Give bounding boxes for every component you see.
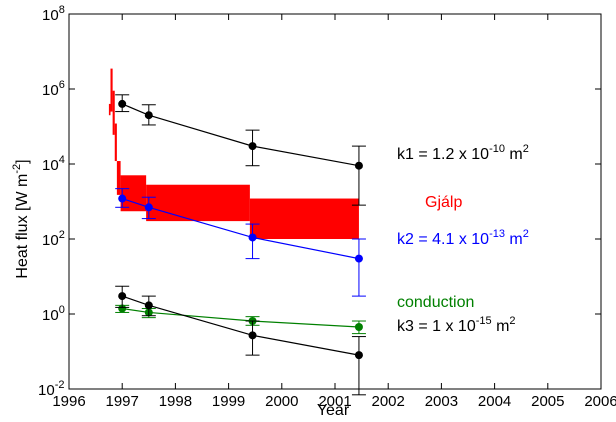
series-line — [122, 197, 360, 260]
annotation-gjalp: Gjálp — [425, 194, 462, 211]
y-tick-label: 100 — [42, 304, 65, 324]
x-tick-label: 2006 — [584, 393, 616, 410]
gjalp-band-segment — [120, 175, 147, 212]
series-line — [122, 295, 360, 356]
y-tick-label: 106 — [42, 79, 65, 99]
series-k1 — [115, 94, 366, 206]
y-tick-label: 108 — [42, 4, 65, 24]
gjalp-band-segment — [114, 123, 117, 162]
data-point — [354, 254, 363, 263]
x-tick-label: 1998 — [159, 393, 192, 410]
series-line — [122, 307, 359, 328]
gjalp-band-segment — [108, 103, 111, 116]
axis-ticks — [68, 13, 602, 390]
series-k3 — [115, 285, 366, 396]
y-axis-label: Heat flux [W m-2] — [11, 159, 31, 278]
x-tick-label: 1999 — [212, 393, 245, 410]
x-tick-label: 2003 — [425, 393, 458, 410]
x-tick-label: 2002 — [372, 393, 405, 410]
x-tick-label: 2004 — [478, 393, 511, 410]
data-point — [354, 161, 363, 170]
data-point — [118, 304, 127, 313]
x-tick-label: 2005 — [531, 393, 564, 410]
data-point — [248, 233, 257, 242]
data-point — [354, 323, 363, 332]
x-tick-label: 1996 — [52, 393, 85, 410]
annotation-k3: k3 = 1 x 10-15 m2 — [397, 315, 516, 335]
series-line — [121, 103, 360, 167]
data-point — [144, 111, 153, 120]
y-tick-label: 102 — [42, 229, 65, 249]
x-tick-label: 1997 — [106, 393, 139, 410]
data-point — [118, 194, 127, 203]
x-axis-label: Year — [317, 402, 350, 419]
gjalp-band-segment — [146, 184, 250, 222]
y-axis-label-close: ] — [14, 159, 31, 163]
y-tick-labels: 10-2 100 102 104 106 108 — [38, 4, 65, 399]
data-point — [248, 331, 257, 340]
annotation-k1: k1 = 1.2 x 10-10 m2 — [397, 143, 529, 163]
data-point — [144, 301, 153, 310]
x-tick-labels: 1996 1997 1998 1999 2000 2001 2002 2003 2004 2005… — [52, 393, 616, 410]
x-tick-label: 2000 — [265, 393, 298, 410]
gjalp-band-segment — [110, 68, 113, 112]
annotation-k2: k2 = 4.1 x 10-13 m2 — [397, 228, 529, 248]
series-k2 — [115, 188, 366, 297]
y-axis-label-text: Heat flux [W m — [14, 174, 31, 279]
data-point — [118, 292, 127, 301]
y-tick-label: 10-2 — [38, 379, 64, 399]
gjalp-band-segment — [249, 198, 359, 239]
gjalp-band-segment — [116, 161, 121, 195]
data-point — [354, 351, 363, 360]
y-axis-label-sup: -2 — [11, 164, 23, 174]
series-group — [115, 94, 366, 396]
gjalp-band — [108, 68, 359, 239]
data-point — [248, 142, 257, 151]
data-point — [118, 99, 127, 108]
x-tick-label: 2001 — [318, 393, 351, 410]
data-point — [144, 203, 153, 212]
annotation-conduction: conduction — [397, 294, 474, 311]
gjalp-band-segment — [112, 90, 115, 135]
y-tick-label: 104 — [42, 154, 65, 174]
